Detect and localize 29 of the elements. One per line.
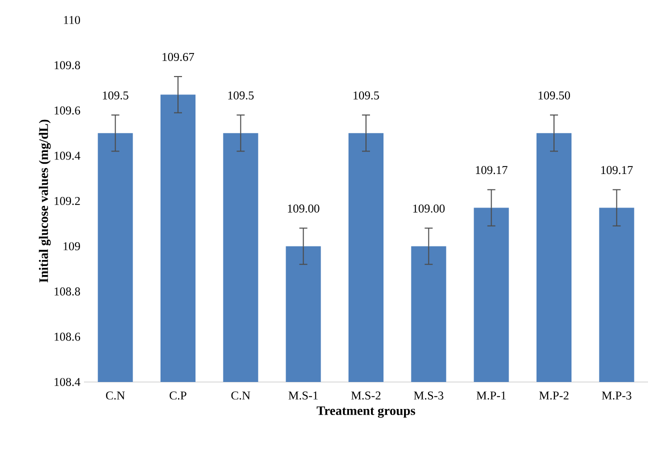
x-tick-label: M.S-2: [351, 392, 380, 400]
y-tick-label: 109.6: [54, 106, 80, 115]
y-tick-label: 108.8: [54, 287, 80, 296]
data-label: 109.00: [288, 204, 320, 213]
y-tick-label: 108.4: [54, 378, 80, 386]
data-label: 109.67: [162, 52, 194, 62]
y-tick-label: 109.2: [54, 196, 80, 206]
x-tick-label: C.N: [231, 392, 250, 400]
y-tick-label: 109.8: [54, 61, 80, 70]
data-label: 109.5: [228, 91, 254, 100]
x-tick-label: C.N: [106, 392, 125, 400]
x-tick-label: M.P-2: [539, 392, 568, 400]
y-tick-label: 108.6: [54, 332, 80, 341]
x-tick-label: M.P-3: [602, 392, 632, 400]
x-tick-label: M.S-1: [288, 392, 318, 400]
x-tick-label: C.P: [170, 392, 186, 400]
data-label: 109.50: [538, 91, 570, 100]
y-tick-label: 109: [64, 242, 80, 250]
y-axis-title: Initial glucose values (mg/dL): [38, 120, 51, 282]
x-tick-label: M.P-1: [476, 392, 506, 400]
data-label: 109.17: [476, 166, 508, 174]
y-tick-label: 110: [64, 16, 80, 24]
x-axis-title: Treatment groups: [316, 406, 416, 418]
data-label: 109.17: [601, 166, 633, 174]
data-label: 109.5: [102, 91, 128, 100]
data-label: 109.00: [413, 204, 445, 213]
x-tick-label: M.S-3: [414, 392, 444, 400]
y-tick-label: 109.4: [54, 152, 80, 160]
data-label: 109.5: [354, 91, 379, 100]
